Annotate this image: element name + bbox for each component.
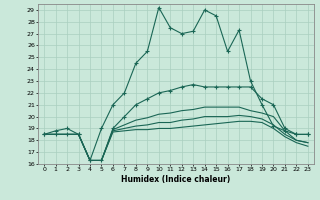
X-axis label: Humidex (Indice chaleur): Humidex (Indice chaleur) bbox=[121, 175, 231, 184]
